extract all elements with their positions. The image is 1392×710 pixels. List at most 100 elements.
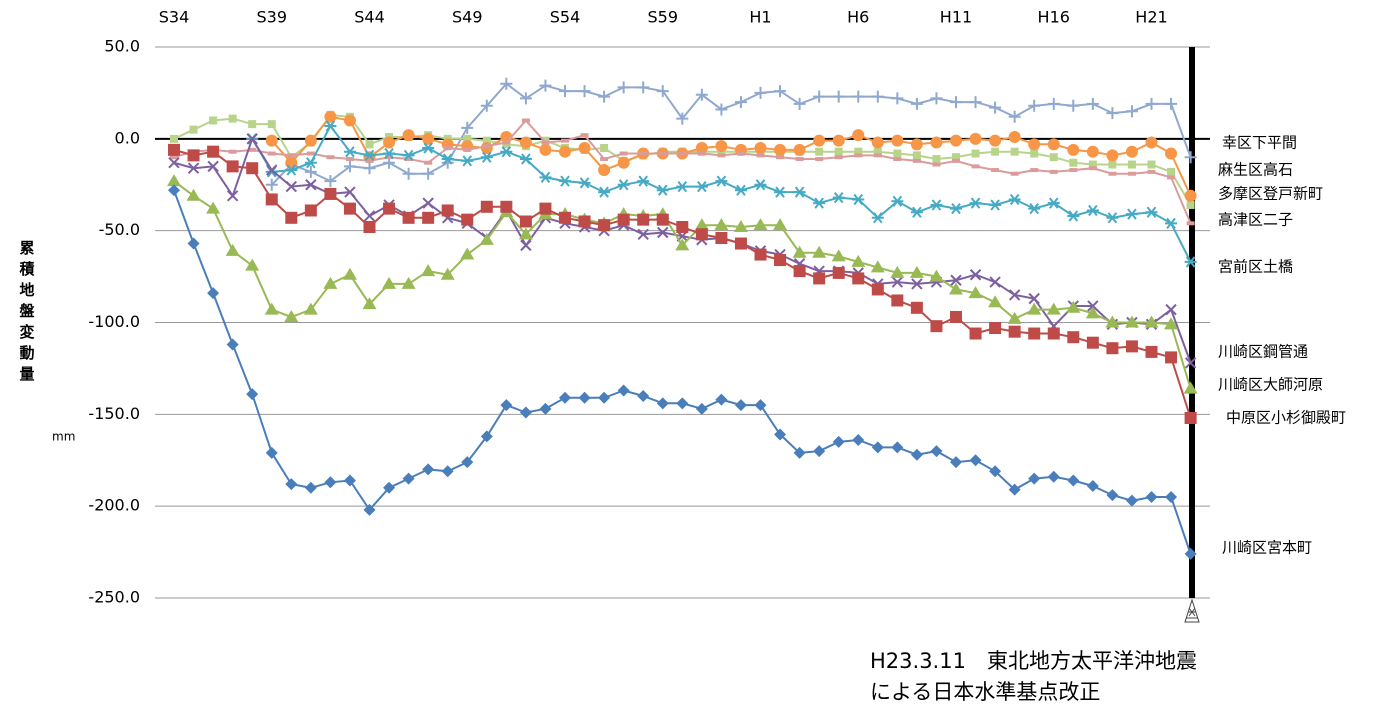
marker — [1087, 300, 1099, 312]
marker — [832, 191, 845, 204]
marker — [815, 147, 824, 156]
marker — [1165, 490, 1178, 503]
marker — [559, 211, 571, 224]
marker — [441, 153, 454, 165]
marker — [561, 138, 569, 143]
marker — [891, 92, 904, 105]
marker — [285, 478, 298, 491]
marker — [734, 399, 747, 412]
x-tick-label: H6 — [847, 8, 869, 27]
marker — [1086, 97, 1099, 110]
marker — [305, 179, 317, 191]
marker — [265, 446, 278, 459]
marker — [343, 146, 356, 158]
marker — [912, 158, 921, 163]
marker — [637, 228, 649, 241]
marker — [402, 167, 415, 180]
marker — [559, 85, 571, 98]
marker — [1067, 331, 1080, 344]
x-tick-label: H21 — [1135, 8, 1167, 27]
marker — [813, 272, 826, 285]
series-label: 宮前区土橋 — [1218, 258, 1293, 276]
marker — [1108, 171, 1117, 176]
marker — [1147, 169, 1156, 174]
marker — [422, 463, 435, 476]
marker — [539, 171, 552, 184]
marker — [793, 186, 806, 198]
marker — [969, 197, 982, 209]
marker — [950, 134, 962, 147]
marker — [285, 164, 298, 176]
marker — [930, 92, 943, 105]
marker — [854, 153, 863, 158]
marker — [228, 114, 237, 123]
marker — [383, 202, 396, 215]
marker — [463, 134, 472, 143]
marker — [1106, 149, 1119, 162]
marker — [539, 202, 552, 215]
y-tick-label: -100.0 — [88, 312, 140, 331]
marker — [717, 153, 726, 158]
marker — [225, 243, 240, 256]
marker — [971, 164, 980, 169]
marker — [793, 265, 806, 278]
marker — [600, 157, 609, 162]
marker — [1125, 145, 1138, 158]
marker — [461, 213, 474, 226]
marker — [207, 287, 220, 300]
marker — [715, 393, 728, 406]
marker — [363, 149, 376, 161]
marker — [1028, 472, 1041, 485]
marker — [326, 155, 335, 160]
marker — [539, 402, 552, 415]
marker — [793, 97, 806, 110]
marker — [617, 156, 630, 169]
marker — [1030, 149, 1039, 158]
marker — [950, 274, 962, 286]
marker — [697, 151, 706, 156]
marker — [343, 160, 356, 173]
marker — [1186, 200, 1195, 209]
marker — [813, 90, 826, 103]
marker — [989, 101, 1002, 114]
marker — [734, 184, 747, 196]
marker — [1047, 97, 1060, 110]
marker — [871, 90, 884, 103]
marker — [245, 258, 260, 271]
series-label: 川崎区鋼管通 — [1218, 343, 1308, 361]
marker — [424, 160, 433, 165]
marker — [167, 174, 181, 187]
marker — [1088, 160, 1097, 169]
series-label: 高津区二子 — [1218, 211, 1293, 229]
marker — [1145, 490, 1158, 503]
marker — [637, 213, 650, 226]
marker — [521, 118, 530, 123]
marker — [1008, 483, 1021, 496]
marker — [1047, 327, 1060, 340]
marker — [1046, 302, 1061, 315]
marker — [832, 90, 845, 103]
marker — [932, 155, 941, 164]
marker — [598, 90, 611, 103]
marker — [617, 213, 630, 226]
marker — [834, 155, 843, 160]
marker — [891, 276, 904, 288]
marker — [1086, 336, 1099, 349]
marker — [1125, 340, 1138, 353]
marker — [246, 162, 259, 175]
marker — [852, 434, 865, 447]
marker — [1067, 99, 1080, 112]
marker — [813, 134, 826, 147]
marker — [344, 186, 356, 198]
marker — [207, 160, 219, 173]
marker — [304, 157, 317, 169]
marker — [676, 220, 689, 233]
marker — [518, 227, 533, 240]
marker — [774, 186, 787, 198]
marker — [559, 145, 571, 158]
marker — [910, 138, 923, 151]
marker — [363, 162, 376, 175]
marker — [989, 322, 1002, 335]
marker — [852, 129, 865, 142]
marker — [285, 156, 298, 169]
